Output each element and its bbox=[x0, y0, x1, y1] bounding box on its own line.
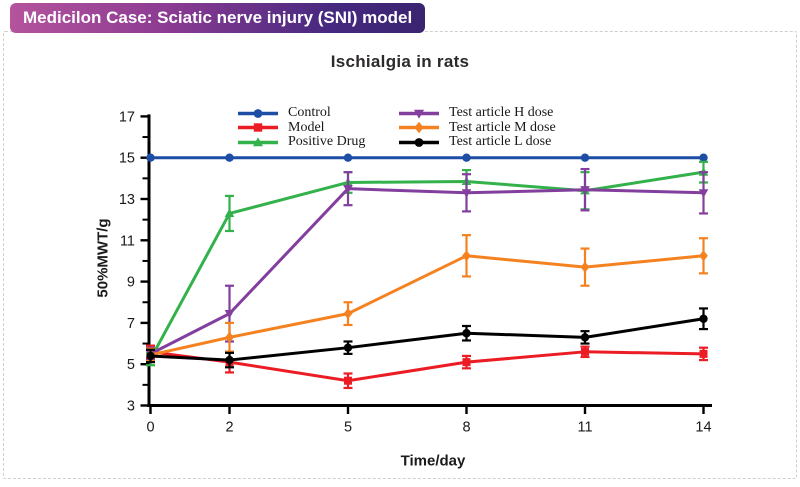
marker-circle bbox=[146, 153, 155, 162]
y-tick-label: 11 bbox=[120, 233, 135, 249]
marker-square bbox=[344, 376, 352, 385]
chart-title: Ischialgia in rats bbox=[330, 52, 470, 71]
marker-square bbox=[253, 123, 263, 132]
marker-diamond bbox=[699, 250, 708, 262]
header-badge: Medicilon Case: Sciatic nerve injury (SN… bbox=[10, 3, 426, 33]
marker-triangle-up bbox=[224, 208, 235, 218]
x-tick-label: 14 bbox=[695, 420, 711, 436]
series-line bbox=[150, 254, 704, 357]
marker-square bbox=[462, 358, 471, 367]
marker-diamond bbox=[414, 121, 424, 134]
marker-triangle-down bbox=[224, 310, 235, 319]
marker-triangle-down bbox=[413, 109, 425, 119]
marker-circle bbox=[580, 153, 590, 162]
legend-key-triangle-down-icon bbox=[399, 109, 439, 119]
marker-circle bbox=[225, 153, 234, 162]
marker-circle bbox=[580, 333, 590, 342]
y-tick-label: 13 bbox=[119, 192, 135, 208]
y-tick-label: 17 bbox=[119, 109, 135, 125]
series-test-article-l-dose bbox=[146, 307, 708, 369]
y-tick-label: 9 bbox=[127, 275, 135, 291]
legend-key-circle-icon bbox=[238, 108, 278, 118]
marker-circle bbox=[253, 108, 263, 118]
x-tick-label: 11 bbox=[577, 420, 592, 436]
y-tick-label: 7 bbox=[127, 316, 135, 332]
x-tick-label: 0 bbox=[146, 420, 154, 436]
x-axis-label: Time/day bbox=[400, 452, 466, 470]
x-tick-label: 5 bbox=[344, 420, 352, 436]
marker-circle bbox=[699, 153, 708, 162]
marker-circle bbox=[414, 137, 424, 147]
legend-label: Test article L dose bbox=[449, 134, 552, 150]
legend-key-triangle-up-icon bbox=[238, 137, 278, 147]
legend-key-diamond-icon bbox=[399, 121, 439, 134]
legend-label: Positive Drug bbox=[288, 134, 366, 150]
y-tick-label: 15 bbox=[119, 151, 135, 167]
series-line bbox=[150, 317, 704, 362]
legend-item-control: Control bbox=[236, 106, 365, 121]
marker-circle bbox=[699, 314, 708, 323]
marker-circle bbox=[343, 153, 353, 162]
marker-diamond bbox=[580, 261, 590, 273]
marker-circle bbox=[462, 329, 471, 338]
marker-diamond bbox=[462, 250, 471, 262]
series-control bbox=[146, 153, 708, 162]
legend-key-circle-icon bbox=[399, 137, 439, 147]
legend-label: Model bbox=[288, 119, 325, 135]
marker-circle bbox=[343, 343, 353, 352]
legend-label: Test article M dose bbox=[449, 119, 556, 135]
marker-square bbox=[581, 347, 589, 356]
series-line bbox=[149, 187, 704, 356]
legend-label: Control bbox=[288, 105, 331, 121]
legend-item-test-article-h-dose: Test article H dose bbox=[397, 106, 556, 121]
legend-item-model: Model bbox=[236, 119, 365, 136]
legend-key-square-icon bbox=[238, 123, 278, 132]
marker-diamond bbox=[343, 308, 353, 320]
marker-triangle-down bbox=[461, 189, 472, 198]
marker-triangle-down bbox=[698, 189, 709, 198]
legend-label: Test article H dose bbox=[449, 105, 554, 121]
x-tick-label: 2 bbox=[225, 420, 233, 436]
marker-triangle-down bbox=[343, 185, 353, 194]
marker-triangle-down bbox=[580, 186, 590, 195]
marker-circle bbox=[146, 351, 155, 361]
legend-item-positive-drug: Positive Drug bbox=[236, 135, 365, 150]
marker-square bbox=[699, 349, 708, 358]
legend-column-2: Test article H dose Test article M dose Te… bbox=[397, 106, 556, 150]
marker-triangle-up bbox=[252, 137, 264, 147]
y-tick-label: 5 bbox=[127, 357, 135, 373]
x-tick-label: 8 bbox=[462, 420, 470, 436]
series-line bbox=[149, 170, 704, 360]
legend-item-test-article-m-dose: Test article M dose bbox=[397, 119, 556, 136]
legend-item-test-article-l-dose: Test article L dose bbox=[397, 135, 556, 150]
legend-column-1: Control Model Positive Drug bbox=[236, 106, 365, 150]
marker-diamond bbox=[225, 331, 234, 343]
y-tick-label: 3 bbox=[127, 399, 135, 415]
header-badge-text: Medicilon Case: Sciatic nerve injury (SN… bbox=[23, 8, 413, 27]
marker-circle bbox=[225, 355, 234, 365]
marker-circle bbox=[462, 153, 471, 162]
